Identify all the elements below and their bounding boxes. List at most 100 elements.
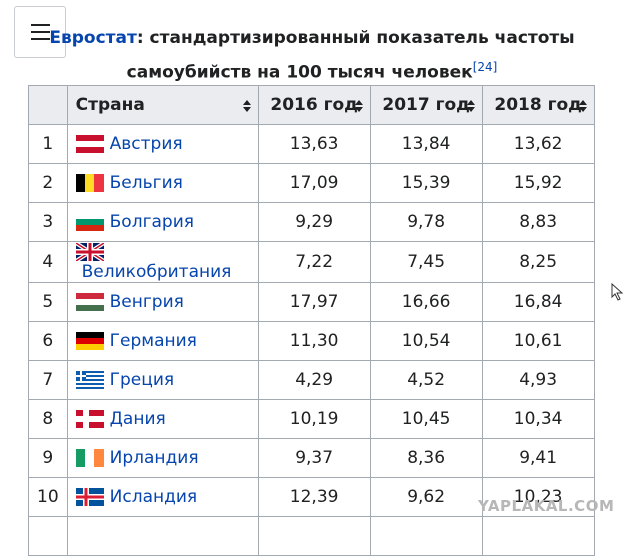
sort-icon (354, 100, 363, 112)
value-cell: 4,52 (369, 360, 483, 400)
header-cell[interactable]: 2016 год (257, 85, 371, 125)
cell-text: 7,22 (295, 252, 334, 272)
table-row: 2 Бельгия 17,09 15,39 15,92 (28, 163, 595, 203)
country-link[interactable]: Исландия (109, 487, 198, 507)
value-cell: 10,19 (257, 399, 371, 439)
row-number: 6 (28, 321, 68, 361)
country-cell: Бельгия (66, 163, 259, 203)
country-cell: Ирландия (66, 438, 259, 478)
country-link[interactable]: Венгрия (109, 292, 184, 312)
header-text: 2016 год (270, 95, 358, 115)
cell-text: 12,39 (289, 487, 339, 507)
header-text: 2017 год (382, 95, 470, 115)
cell-text: 15,39 (401, 173, 451, 193)
page: Евростат: стандартизированный показатель… (14, 6, 624, 556)
country-cell: Венгрия (66, 282, 259, 322)
cell-text: 9,41 (519, 448, 558, 468)
country-link[interactable]: Бельгия (109, 173, 183, 193)
table-row: 10 Исландия 12,39 9,62 10,23 (28, 477, 595, 517)
cell-text: 8,25 (519, 252, 558, 272)
header-cell[interactable]: 2018 год (481, 85, 595, 125)
country-cell: Исландия (66, 477, 259, 517)
cell-text: 8,36 (407, 448, 446, 468)
table-row: 1 Австрия 13,63 13,84 13,62 (28, 124, 595, 164)
cell-text: 7 (42, 370, 54, 390)
cell-text: 4,29 (295, 370, 334, 390)
country-cell: Великобритания (66, 241, 259, 283)
value-cell: 10,61 (481, 321, 595, 361)
header-cell[interactable]: 2017 год (369, 85, 483, 125)
value-cell: 10,34 (481, 399, 595, 439)
cell-text: 16,66 (401, 292, 451, 312)
cell-text: 8,83 (519, 212, 558, 232)
cell-text: 13,84 (401, 134, 451, 154)
value-cell: 16,66 (369, 282, 483, 322)
cell-text: 1 (42, 134, 54, 154)
cell-text: 9 (42, 448, 54, 468)
flag-icon (74, 241, 105, 263)
flag-icon (75, 135, 104, 153)
reference[interactable]: [24] (472, 60, 498, 74)
cell-text: 10,23 (513, 487, 563, 507)
country-link[interactable]: Германия (109, 331, 197, 351)
country-link[interactable]: Великобритания (81, 262, 232, 282)
value-cell: 10,23 (481, 477, 595, 517)
table-row: 4 Великобритания 7,22 7,45 8,25 (28, 241, 595, 283)
value-cell: 13,84 (369, 124, 483, 164)
cell-text: 11,30 (289, 331, 339, 351)
header-cell[interactable]: Страна (66, 85, 259, 125)
country-cell: Дания (66, 399, 259, 439)
row-number: 10 (28, 477, 68, 517)
flag-icon (75, 488, 104, 506)
value-cell: 16,84 (481, 282, 595, 322)
caption-link[interactable]: Евростат (49, 28, 137, 48)
cell-text: 9,62 (407, 487, 446, 507)
empty-cell (481, 516, 595, 556)
country-link[interactable]: Дания (109, 409, 166, 429)
value-cell: 8,83 (481, 202, 595, 242)
cell-text: 10,54 (401, 331, 451, 351)
cell-text: 10,34 (513, 409, 563, 429)
country-link[interactable]: Греция (109, 370, 175, 390)
cell-text: 10,61 (513, 331, 563, 351)
row-number: 2 (28, 163, 68, 203)
menu-button[interactable] (14, 6, 66, 58)
cell-text: 10,19 (289, 409, 339, 429)
table-caption: Евростат: стандартизированный показатель… (40, 24, 584, 88)
row-number: 7 (28, 360, 68, 400)
cell-text: 5 (42, 292, 54, 312)
table-row: 7 Греция 4,29 4,52 4,93 (28, 360, 595, 400)
cell-text: 17,97 (289, 292, 339, 312)
cell-text: 9,37 (295, 448, 334, 468)
value-cell: 8,36 (369, 438, 483, 478)
country-link[interactable]: Болгария (109, 212, 194, 232)
table-row: 9 Ирландия 9,37 8,36 9,41 (28, 438, 595, 478)
cell-text: 10 (37, 487, 59, 507)
data-table: Страна 2016 год 2017 год 2018 год 1 Австрия 1… (28, 85, 595, 556)
row-number: 8 (28, 399, 68, 439)
flag-icon (75, 332, 104, 350)
flag-icon (75, 293, 104, 311)
country-cell: Австрия (66, 124, 259, 164)
cell-text: 2 (42, 173, 54, 193)
cell-text: 10,45 (401, 409, 451, 429)
header-row: Страна 2016 год 2017 год 2018 год (28, 85, 595, 125)
flag-icon (75, 213, 104, 231)
flag-icon (75, 371, 104, 389)
value-cell: 9,78 (369, 202, 483, 242)
sort-icon (242, 100, 251, 112)
country-cell: Германия (66, 321, 259, 361)
table-row: 5 Венгрия 17,97 16,66 16,84 (28, 282, 595, 322)
header-cell (28, 85, 68, 125)
value-cell: 9,62 (369, 477, 483, 517)
country-link[interactable]: Ирландия (109, 448, 199, 468)
value-cell: 8,25 (481, 241, 595, 283)
flag-icon (75, 449, 104, 467)
table-row: 6 Германия 11,30 10,54 10,61 (28, 321, 595, 361)
cell-text: 9,29 (295, 212, 334, 232)
country-link[interactable]: Австрия (109, 134, 183, 154)
cell-text: 15,92 (513, 173, 563, 193)
value-cell: 9,41 (481, 438, 595, 478)
value-cell: 17,09 (257, 163, 371, 203)
row-number: 1 (28, 124, 68, 164)
